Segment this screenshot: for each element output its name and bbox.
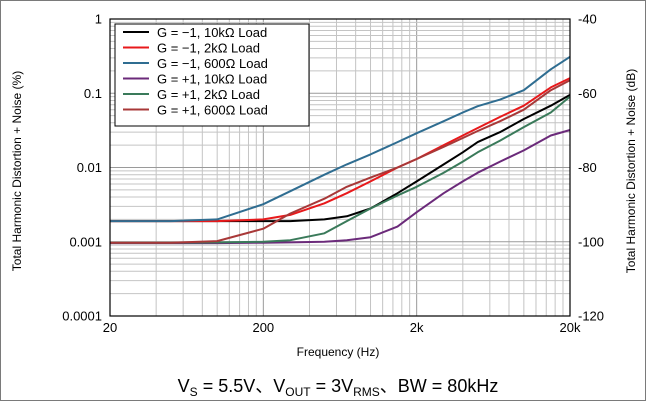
caption-text: 、BW = 80kHz (380, 376, 499, 396)
y-tick-label-left: 0.01 (77, 160, 102, 175)
series-line-5 (110, 95, 571, 244)
y-tick-label-left: 0.1 (84, 86, 102, 101)
series-line-3 (110, 55, 571, 223)
x-axis-label: Frequency (Hz) (297, 345, 380, 359)
tick-labels: 20 200 2k 20k 1 0.1 0.01 0.001 0.0001 -40 -60 -80 -1… (62, 12, 604, 336)
caption-text: V (178, 376, 190, 396)
caption-subscript: OUT (285, 385, 311, 399)
caption-text: = 5.5V、V (198, 376, 286, 396)
legend-label: G = +1, 10kΩ Load (157, 72, 267, 87)
legend-label: G = +1, 600Ω Load (157, 103, 268, 118)
series-line-4 (110, 129, 571, 245)
x-tick-label: 2k (410, 320, 424, 335)
caption-text: = 3V (311, 376, 354, 396)
y-axis-label-right: Total Harmonic Distortion + Noise (dB) (624, 69, 638, 273)
legend-label: G = +1, 2kΩ Load (157, 87, 260, 102)
x-tick-label: 20k (560, 320, 581, 335)
x-tick-label: 200 (252, 320, 274, 335)
y-tick-label-left: 0.0001 (62, 309, 102, 324)
series-line-6 (110, 79, 571, 244)
y-axis-label-left: Total Harmonic Distortion + Noise (%) (10, 71, 24, 271)
x-tick-label: 20 (103, 320, 117, 335)
y-tick-label-right: -100 (578, 234, 604, 249)
series-lines (110, 55, 571, 245)
caption-subscript: S (190, 385, 198, 399)
axes (109, 18, 571, 317)
y-tick-label-left: 0.001 (69, 234, 102, 249)
legend-label: G = −1, 2kΩ Load (157, 41, 260, 56)
y-tick-label-right: -120 (578, 309, 604, 324)
y-tick-label-right: -80 (578, 160, 597, 175)
caption-subscript: RMS (353, 385, 380, 399)
plot-area-border (109, 18, 571, 317)
y-tick-label-right: -40 (578, 12, 597, 27)
legend-label: G = −1, 10kΩ Load (157, 25, 267, 40)
y-tick-label-right: -60 (578, 86, 597, 101)
y-tick-label-left: 1 (95, 12, 102, 27)
legend-label: G = −1, 600Ω Load (157, 56, 268, 71)
series-line-1 (110, 94, 571, 223)
test-conditions-caption: VS​ = 5.5V、VOUT​ = 3VRMS​、BW = 80kHz (178, 376, 499, 399)
